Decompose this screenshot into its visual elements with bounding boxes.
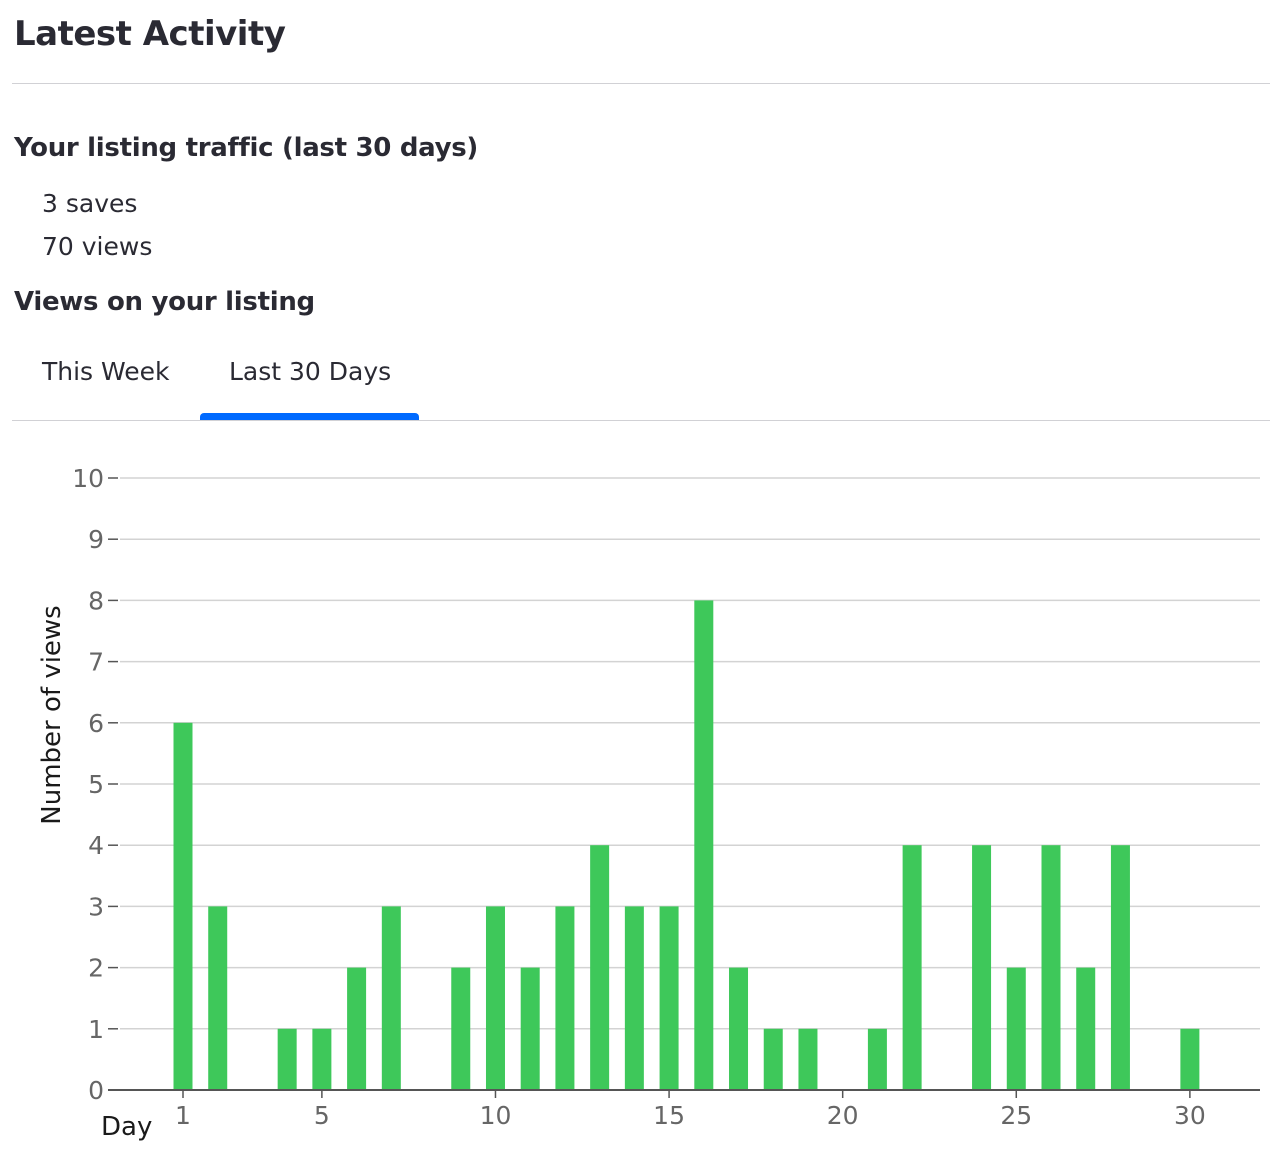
bar-day-13[interactable] <box>590 845 610 1090</box>
y-axis-title: Number of views <box>37 605 67 824</box>
bar-day-6[interactable] <box>347 967 367 1090</box>
bar-day-10[interactable] <box>485 906 505 1090</box>
tab-this-week[interactable]: This Week <box>42 357 170 386</box>
y-tick-label-1: 1 <box>88 1015 104 1044</box>
bar-day-16[interactable] <box>694 600 714 1090</box>
bar-day-4[interactable] <box>277 1028 297 1090</box>
y-tick-label-3: 3 <box>88 892 104 921</box>
bar-day-17[interactable] <box>729 967 749 1090</box>
bar-day-14[interactable] <box>624 906 644 1090</box>
traffic-section-title: Your listing traffic (last 30 days) <box>14 133 478 163</box>
y-tick-label-7: 7 <box>88 648 104 677</box>
bar-day-15[interactable] <box>659 906 679 1090</box>
x-tick-label-1: 1 <box>175 1101 191 1130</box>
y-tick-label-10: 10 <box>72 464 104 493</box>
y-tick-label-5: 5 <box>88 770 104 799</box>
bar-day-21[interactable] <box>867 1028 887 1090</box>
header-divider <box>12 83 1270 84</box>
bar-day-30[interactable] <box>1180 1028 1200 1090</box>
y-tick-label-2: 2 <box>88 954 104 983</box>
bar-day-12[interactable] <box>555 906 575 1090</box>
bar-day-1[interactable] <box>173 722 193 1090</box>
x-tick-label-10: 10 <box>480 1101 512 1130</box>
y-tick-label-4: 4 <box>88 831 104 860</box>
views-section-title: Views on your listing <box>14 287 315 317</box>
page-title: Latest Activity <box>14 14 286 54</box>
y-tick-label-8: 8 <box>88 586 104 615</box>
bar-day-18[interactable] <box>763 1028 783 1090</box>
x-tick-label-20: 20 <box>827 1101 859 1130</box>
bar-day-27[interactable] <box>1076 967 1096 1090</box>
bar-day-24[interactable] <box>972 845 992 1090</box>
bar-day-25[interactable] <box>1006 967 1026 1090</box>
bar-day-9[interactable] <box>451 967 471 1090</box>
bar-day-2[interactable] <box>208 906 228 1090</box>
tabs-divider <box>12 420 1270 421</box>
bar-day-26[interactable] <box>1041 845 1061 1090</box>
bar-day-11[interactable] <box>520 967 540 1090</box>
y-tick-label-9: 9 <box>88 525 104 554</box>
active-tab-indicator <box>200 413 419 420</box>
x-tick-label-25: 25 <box>1000 1101 1032 1130</box>
y-tick-label-6: 6 <box>88 709 104 738</box>
grid-lines <box>120 477 1260 1030</box>
x-tick-label-30: 30 <box>1174 1101 1206 1130</box>
tab-last-30-days[interactable]: Last 30 Days <box>229 357 392 386</box>
views-count: 70 views <box>42 232 153 261</box>
bar-day-19[interactable] <box>798 1028 818 1090</box>
y-tick-label-0: 0 <box>88 1076 104 1105</box>
bar-day-28[interactable] <box>1110 845 1130 1090</box>
bar-day-7[interactable] <box>381 906 401 1090</box>
saves-count: 3 saves <box>42 189 138 218</box>
x-tick-label-5: 5 <box>314 1101 330 1130</box>
bar-day-5[interactable] <box>312 1028 332 1090</box>
x-tick-label-15: 15 <box>653 1101 685 1130</box>
bars <box>173 600 1200 1090</box>
x-axis-title: Day <box>101 1112 152 1142</box>
bar-day-22[interactable] <box>902 845 922 1090</box>
